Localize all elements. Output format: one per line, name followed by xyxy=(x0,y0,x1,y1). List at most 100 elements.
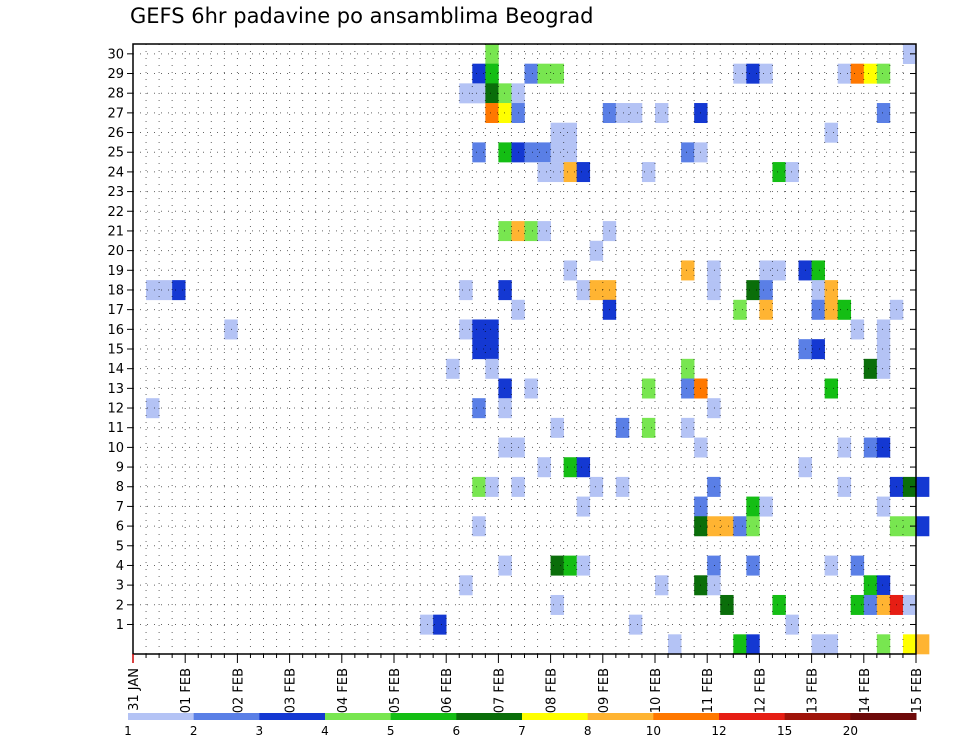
cell-m28-s28 xyxy=(498,83,512,104)
cell-m18-s28 xyxy=(498,280,512,301)
cell-m29-s30 xyxy=(524,63,538,84)
cell-m11-s32 xyxy=(550,417,564,438)
cell-m10-s57 xyxy=(876,437,891,458)
cell-m2-s55 xyxy=(850,594,865,615)
x-tick-label: 01 FEB xyxy=(179,668,194,713)
cell-m12-s1 xyxy=(146,398,160,419)
legend-label: 6 xyxy=(453,724,461,738)
cell-m30-s27 xyxy=(485,44,499,64)
cell-m17-s54 xyxy=(837,299,852,320)
cell-m28-s26 xyxy=(472,83,486,104)
cell-m29-s31 xyxy=(537,63,551,84)
cell-m12-s44 xyxy=(707,398,721,419)
cell-m27-s57 xyxy=(876,103,891,124)
cell-m18-s44 xyxy=(707,280,721,301)
x-tick-label: 31 JAN xyxy=(127,668,142,711)
legend-swatch xyxy=(587,713,654,720)
cell-m13-s30 xyxy=(524,378,538,399)
cell-m13-s39 xyxy=(641,378,656,399)
cell-m18-s53 xyxy=(824,280,838,301)
cell-m8-s26 xyxy=(472,476,486,497)
cell-m25-s33 xyxy=(563,142,577,163)
cell-m26-s32 xyxy=(550,122,564,143)
cell-m18-s3 xyxy=(172,280,186,301)
cell-m6-s26 xyxy=(472,516,486,537)
cell-m25-s28 xyxy=(498,142,512,163)
cell-m29-s46 xyxy=(733,63,747,84)
cell-m25-s26 xyxy=(472,142,486,163)
legend-swatch xyxy=(456,713,523,720)
cell-m27-s27 xyxy=(485,103,499,124)
cell-m24-s50 xyxy=(785,162,799,183)
cell-m4-s33 xyxy=(563,555,577,576)
cell-m16-s55 xyxy=(850,319,865,340)
cell-m8-s37 xyxy=(615,476,630,497)
cell-m6-s46 xyxy=(733,516,747,537)
y-tick-label: 18 xyxy=(107,283,124,298)
legend-swatch xyxy=(128,713,195,720)
cell-m19-s44 xyxy=(707,260,721,281)
cell-m29-s32 xyxy=(550,63,564,84)
cell-m0-s41 xyxy=(668,634,682,655)
cell-m28-s25 xyxy=(459,83,473,104)
cell-m4-s34 xyxy=(576,555,591,576)
cell-m19-s48 xyxy=(759,260,773,281)
cell-m4-s47 xyxy=(746,555,760,576)
cell-m0-s47 xyxy=(746,634,760,655)
cell-m27-s38 xyxy=(628,103,643,124)
cell-m6-s60 xyxy=(916,516,930,537)
y-tick-label: 14 xyxy=(107,362,124,377)
y-tick-label: 15 xyxy=(107,343,124,358)
cell-m2-s59 xyxy=(902,594,917,615)
y-tick-label: 29 xyxy=(107,67,124,82)
cell-m4-s53 xyxy=(824,555,838,576)
cell-m18-s2 xyxy=(159,280,173,301)
legend-label: 1 xyxy=(124,724,132,738)
cell-m13-s28 xyxy=(498,378,512,399)
y-tick-label: 11 xyxy=(107,421,124,436)
cell-m17-s46 xyxy=(733,299,747,320)
legend-swatch xyxy=(325,713,392,720)
x-tick-label: 11 FEB xyxy=(701,668,716,713)
cell-m29-s57 xyxy=(876,63,891,84)
legend-label: 4 xyxy=(321,724,329,738)
cell-m20-s35 xyxy=(589,240,604,261)
y-tick-label: 26 xyxy=(107,126,124,141)
y-tick-label: 7 xyxy=(116,500,124,515)
cell-m18-s52 xyxy=(811,280,825,301)
x-tick-label: 13 FEB xyxy=(806,668,821,713)
cell-m30-s59 xyxy=(902,44,917,64)
cell-m18-s47 xyxy=(746,280,760,301)
cell-m18-s34 xyxy=(576,280,591,301)
cell-m28-s27 xyxy=(485,83,499,104)
cell-m9-s34 xyxy=(576,457,591,478)
legend-label: 2 xyxy=(190,724,198,738)
cell-m26-s53 xyxy=(824,122,838,143)
cell-m11-s39 xyxy=(641,417,656,438)
cell-m19-s52 xyxy=(811,260,825,281)
cell-m29-s26 xyxy=(472,63,486,84)
y-tick-label: 20 xyxy=(107,244,124,259)
y-tick-label: 1 xyxy=(116,618,124,633)
cell-m9-s33 xyxy=(563,457,577,478)
cell-m18-s1 xyxy=(146,280,160,301)
cell-m6-s44 xyxy=(707,516,721,537)
cell-m17-s52 xyxy=(811,299,825,320)
cell-m17-s48 xyxy=(759,299,773,320)
cell-m29-s56 xyxy=(863,63,878,84)
cell-m8-s44 xyxy=(707,476,721,497)
cell-m11-s42 xyxy=(681,417,695,438)
x-tick-label: 02 FEB xyxy=(231,668,246,713)
cell-m24-s32 xyxy=(550,162,564,183)
cell-m2-s32 xyxy=(550,594,564,615)
y-tick-label: 30 xyxy=(107,47,124,62)
cell-m1-s50 xyxy=(785,614,799,635)
cell-m3-s56 xyxy=(863,575,878,596)
cell-m0-s60 xyxy=(916,634,930,655)
cell-m15-s27 xyxy=(485,339,499,360)
cell-m21-s31 xyxy=(537,221,551,242)
y-tick-label: 25 xyxy=(107,146,124,161)
y-tick-label: 13 xyxy=(107,382,124,397)
x-tick-label: 04 FEB xyxy=(336,668,351,713)
